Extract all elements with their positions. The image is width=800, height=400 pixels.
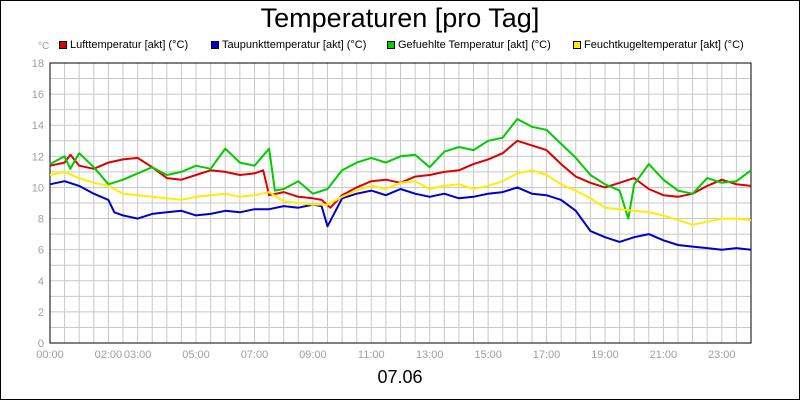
x-axis-date-label: 07.06 — [377, 367, 423, 387]
x-tick-label: 05:00 — [182, 349, 210, 361]
series-line-2 — [49, 118, 752, 220]
x-tick-label: 02:00 — [95, 349, 123, 361]
y-tick-label: 10 — [32, 182, 44, 194]
x-tick-label: 09:00 — [299, 349, 327, 361]
x-tick-label: 03:00 — [124, 349, 152, 361]
x-tick-label: 17:00 — [533, 349, 561, 361]
legend-swatch-blue — [211, 41, 219, 49]
x-tick-label: 13:00 — [416, 349, 444, 361]
y-axis-unit: °C — [38, 41, 50, 52]
y-tick-label: 4 — [38, 276, 44, 288]
x-tick-label: 21:00 — [650, 349, 678, 361]
legend-swatch-green — [387, 41, 395, 49]
y-tick-label: 14 — [32, 120, 44, 132]
x-tick-label: 07:00 — [241, 349, 269, 361]
y-tick-label: 6 — [38, 245, 44, 257]
series-line-0 — [49, 139, 752, 209]
x-tick-label: 11:00 — [358, 349, 385, 361]
legend: Lufttemperatur [akt] (°C) Taupunkttemper… — [0, 38, 800, 52]
y-tick-label: 0 — [38, 338, 44, 350]
legend-label: Lufttemperatur [akt] (°C) — [70, 39, 189, 51]
legend-swatch-red — [59, 41, 67, 49]
x-tick-label: 19:00 — [591, 349, 619, 361]
legend-label: Taupunkttemperatur [akt] (°C) — [222, 39, 367, 51]
series-line-3 — [49, 169, 752, 226]
x-tick-label: 00:00 — [36, 349, 64, 361]
y-tick-label: 2 — [38, 307, 44, 319]
plot-border — [49, 62, 752, 344]
y-tick-label: 18 — [32, 58, 44, 70]
legend-swatch-yellow — [573, 41, 581, 49]
legend-label: Feuchtkugeltemperatur [akt] (°C) — [584, 39, 744, 51]
y-tick-label: 16 — [32, 89, 44, 101]
x-tick-label: 23:00 — [708, 349, 736, 361]
y-tick-label: 12 — [32, 151, 44, 163]
legend-label: Gefuehlte Temperatur [akt] (°C) — [398, 39, 551, 51]
x-tick-label: 15:00 — [474, 349, 502, 361]
chart-title: Temperaturen [pro Tag] — [260, 3, 540, 33]
y-tick-label: 8 — [38, 214, 44, 226]
series-line-1 — [49, 180, 752, 251]
